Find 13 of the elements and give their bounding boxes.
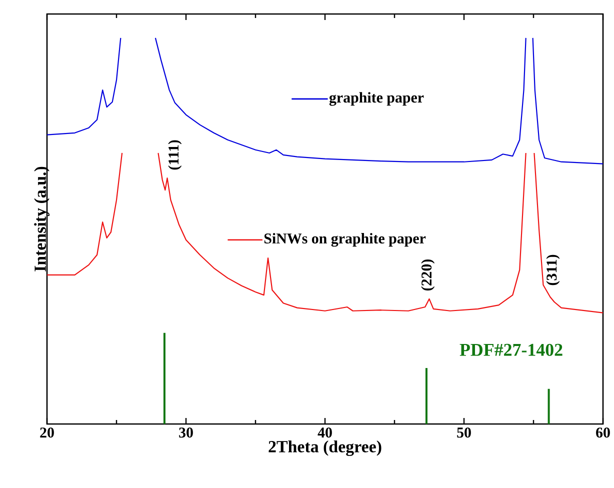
x-tick-label: 30 bbox=[179, 428, 193, 438]
legend-label: SiNWs on graphite paper bbox=[264, 233, 426, 247]
x-axis-title: 2Theta (degree) bbox=[268, 440, 382, 456]
x-tick-label: 50 bbox=[457, 428, 471, 438]
annotation: (111) bbox=[168, 140, 182, 170]
series-label: PDF#27-1402 bbox=[460, 344, 562, 356]
x-tick-label: 60 bbox=[596, 428, 610, 438]
y-axis-title: Intensity (a.u.) bbox=[34, 166, 50, 272]
annotation: (311) bbox=[546, 254, 560, 286]
x-tick-label: 40 bbox=[318, 428, 332, 438]
annotation: (220) bbox=[421, 259, 435, 291]
legend-label: graphite paper bbox=[329, 92, 424, 106]
x-tick-label: 20 bbox=[40, 428, 54, 438]
